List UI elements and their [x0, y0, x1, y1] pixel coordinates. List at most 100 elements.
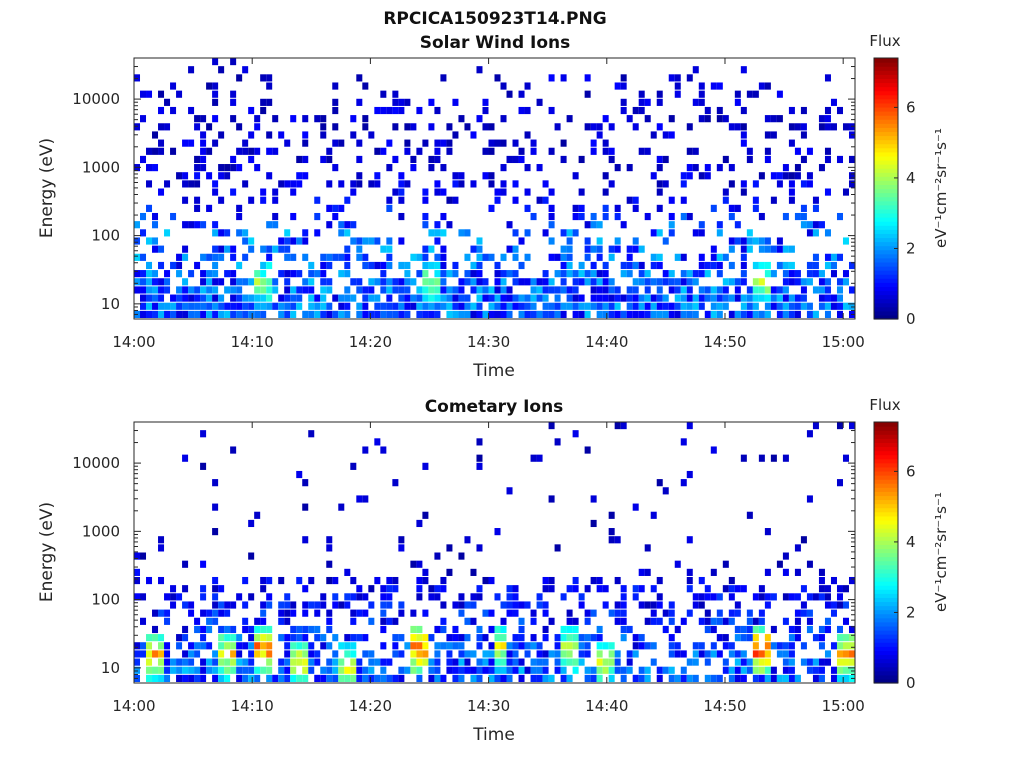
- spectrogram-cell: [200, 278, 207, 286]
- colorbar-segment: [874, 261, 898, 267]
- spectrogram-cell: [602, 302, 609, 310]
- spectrogram-cell: [560, 593, 567, 601]
- spectrogram-cell: [650, 294, 657, 302]
- spectrogram-cell: [314, 294, 321, 302]
- colorbar-segment: [874, 237, 898, 243]
- spectrogram-cell: [746, 237, 753, 245]
- spectrogram-cell: [230, 302, 237, 310]
- spectrogram-cell: [614, 237, 621, 245]
- x-tick-label: 14:00: [112, 697, 155, 715]
- spectrogram-cell: [458, 229, 465, 237]
- spectrogram-cell: [764, 82, 771, 90]
- spectrogram-cell: [734, 98, 741, 106]
- spectrogram-cell: [140, 212, 147, 221]
- spectrogram-cell: [716, 593, 723, 601]
- spectrogram-cell: [800, 286, 807, 294]
- colorbar-segment: [874, 662, 898, 668]
- spectrogram-cell: [200, 131, 207, 139]
- spectrogram-cell: [458, 180, 465, 188]
- spectrogram-cell: [644, 674, 651, 682]
- spectrogram-cell: [494, 593, 501, 601]
- spectrogram-cell: [380, 674, 387, 682]
- spectrogram-cell: [404, 147, 411, 155]
- spectrogram-cell: [308, 302, 315, 310]
- spectrogram-cell: [566, 237, 573, 245]
- spectrogram-cell: [560, 278, 567, 286]
- spectrogram-cell: [842, 658, 849, 666]
- spectrogram-cell: [212, 58, 219, 66]
- spectrogram-cell: [674, 674, 681, 682]
- spectrogram-cell: [230, 58, 237, 66]
- figure-title: RPCICA150923T14.PNG: [383, 9, 606, 29]
- colorbar-segment: [874, 572, 898, 578]
- spectrogram-cell: [374, 261, 381, 270]
- colorbar-segment: [874, 552, 898, 558]
- spectrogram-cell: [416, 576, 423, 585]
- colorbar-segment: [874, 204, 898, 210]
- colorbar-segment: [874, 58, 898, 63]
- spectrogram-cell: [668, 642, 675, 650]
- x-tick-label: 14:10: [231, 333, 274, 351]
- spectrogram-cell: [206, 609, 213, 617]
- spectrogram-cell: [656, 188, 663, 196]
- spectrogram-cell: [266, 625, 273, 634]
- spectrogram-cell: [356, 286, 363, 294]
- spectrogram-cell: [560, 642, 567, 650]
- spectrogram-cell: [686, 123, 693, 131]
- spectrogram-cell: [350, 650, 357, 658]
- spectrogram-cell: [494, 666, 501, 674]
- spectrogram-cell: [752, 310, 759, 318]
- spectrogram-cell: [320, 642, 327, 650]
- spectrogram-cell: [242, 229, 249, 237]
- colorbar-segment: [874, 172, 898, 177]
- spectrogram-cell: [752, 650, 759, 658]
- spectrogram-cell: [422, 310, 429, 318]
- colorbar-segment: [874, 438, 898, 443]
- spectrogram-cell: [452, 634, 459, 642]
- spectrogram-cell: [806, 666, 813, 674]
- spectrogram-cell: [374, 172, 381, 180]
- spectrogram-cell: [638, 642, 645, 650]
- spectrogram-cell: [356, 666, 363, 674]
- spectrogram-cell: [524, 650, 531, 658]
- colorbar-segment: [874, 314, 898, 320]
- spectrogram-cell: [764, 568, 771, 576]
- spectrogram-cell: [200, 139, 207, 147]
- spectrogram-cell: [698, 270, 705, 278]
- spectrogram-cell: [674, 625, 681, 634]
- spectrogram-cell: [524, 601, 531, 609]
- spectrogram-cell: [788, 278, 795, 286]
- spectrogram-cell: [242, 294, 249, 302]
- spectrogram-cell: [266, 82, 273, 90]
- spectrogram-cell: [374, 576, 381, 585]
- spectrogram-cell: [764, 294, 771, 302]
- spectrogram-cell: [494, 294, 501, 302]
- spectrogram-cell: [350, 180, 357, 188]
- spectrogram-cell: [434, 552, 441, 560]
- spectrogram-cell: [728, 310, 735, 318]
- spectrogram-cell: [164, 302, 171, 310]
- spectrogram-cell: [794, 212, 801, 221]
- spectrogram-cell: [656, 593, 663, 601]
- spectrogram-cell: [806, 261, 813, 270]
- spectrogram-cell: [764, 310, 771, 318]
- spectrogram-cell: [548, 650, 555, 658]
- spectrogram-cell: [290, 188, 297, 196]
- spectrogram-cell: [614, 666, 621, 674]
- spectrogram-cell: [416, 650, 423, 658]
- spectrogram-cell: [386, 286, 393, 294]
- spectrogram-cell: [302, 253, 309, 261]
- spectrogram-cell: [356, 180, 363, 188]
- spectrogram-cell: [800, 536, 807, 544]
- spectrogram-cell: [410, 650, 417, 658]
- spectrogram-cell: [440, 74, 447, 82]
- spectrogram-cell: [482, 123, 489, 131]
- spectrogram-cell: [206, 625, 213, 634]
- spectrogram-cell: [596, 658, 603, 666]
- spectrogram-cell: [584, 123, 591, 131]
- spectrogram-cell: [326, 221, 333, 229]
- spectrogram-cell: [668, 115, 675, 123]
- spectrogram-cell: [674, 82, 681, 90]
- spectrogram-cell: [608, 180, 615, 188]
- spectrogram-cell: [332, 204, 339, 212]
